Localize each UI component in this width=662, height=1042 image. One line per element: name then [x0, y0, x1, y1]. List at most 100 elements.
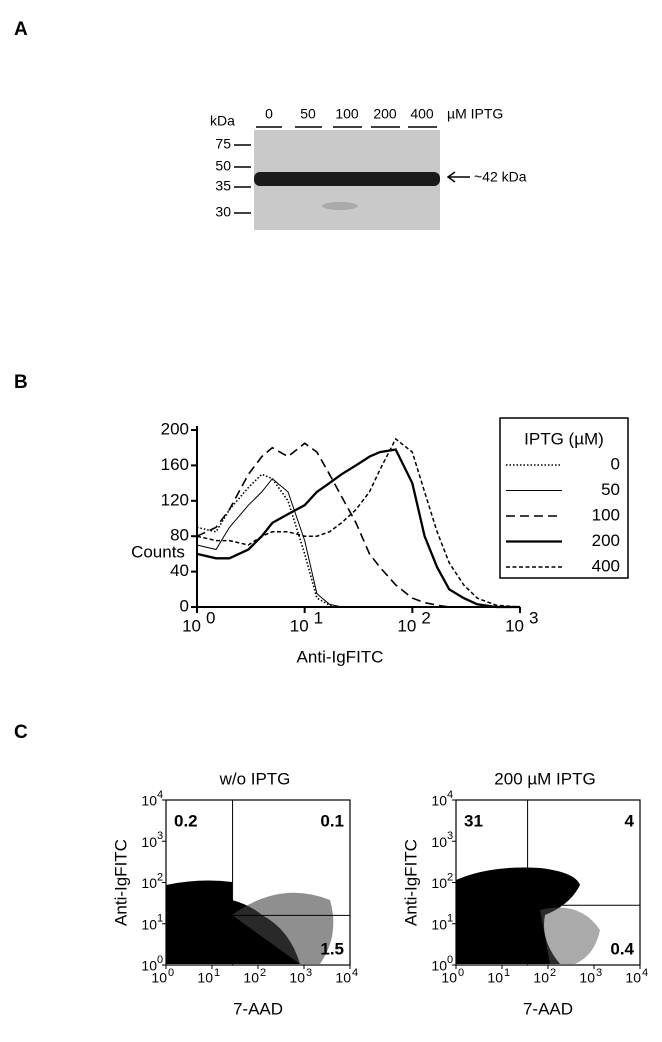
x-tick-exponent: 2	[550, 967, 556, 979]
y-tick-label: 120	[161, 490, 189, 509]
legend-label: 400	[592, 556, 620, 575]
y-tick-label: 10	[141, 875, 157, 891]
legend-title: IPTG (µM)	[524, 429, 604, 448]
x-tick-exponent: 2	[421, 608, 430, 627]
legend-label: 50	[601, 480, 620, 499]
y-tick-label: 10	[431, 793, 447, 809]
y-tick-exponent: 1	[447, 913, 453, 925]
marker-label: 50	[215, 158, 231, 174]
x-tick-label: 10	[290, 616, 309, 635]
marker-label: 75	[215, 136, 231, 152]
x-tick-label: 10	[397, 616, 416, 635]
lane-label: 0	[265, 106, 273, 122]
series-line	[196, 448, 520, 609]
y-tick-exponent: 4	[157, 789, 163, 801]
y-tick-exponent: 2	[447, 871, 453, 883]
x-tick-exponent: 3	[306, 967, 312, 979]
series-line	[196, 473, 520, 608]
x-tick-label: 10	[243, 970, 259, 986]
x-tick-exponent: 3	[529, 608, 538, 627]
quadrant-value: 0.2	[174, 811, 198, 830]
y-tick-label: 80	[170, 526, 189, 545]
y-tick-exponent: 0	[447, 954, 453, 966]
quadrant-value: 31	[464, 811, 483, 830]
x-tick-label: 10	[197, 970, 213, 986]
x-tick-label: 10	[441, 970, 457, 986]
marker-label: 30	[215, 204, 231, 220]
legend-label: 100	[592, 505, 620, 524]
density-cloud	[456, 867, 580, 964]
legend-label: 0	[611, 454, 620, 473]
x-tick-exponent: 0	[168, 967, 174, 979]
blot-band	[254, 172, 440, 186]
y-tick-label: 10	[431, 875, 447, 891]
series-line	[196, 442, 520, 608]
x-axis-label: 7-AAD	[523, 999, 573, 1018]
y-tick-label: 10	[431, 916, 447, 932]
x-tick-exponent: 4	[642, 967, 648, 979]
panel-label: B	[14, 372, 28, 393]
panel-label: A	[14, 19, 28, 40]
quadrant-value: 4	[625, 811, 635, 830]
y-tick-exponent: 3	[447, 830, 453, 842]
blot-faint-band	[322, 202, 358, 210]
quadrant-value: 0.1	[320, 811, 344, 830]
marker-label: 35	[215, 178, 231, 194]
y-tick-label: 10	[431, 834, 447, 850]
lane-label: 200	[373, 106, 397, 122]
lane-label: 100	[335, 106, 359, 122]
x-tick-label: 10	[533, 970, 549, 986]
kda-label: kDa	[210, 113, 235, 129]
x-tick-exponent: 0	[458, 967, 464, 979]
panel-label: C	[14, 722, 28, 743]
y-tick-exponent: 3	[157, 830, 163, 842]
x-tick-label: 10	[487, 970, 503, 986]
series-line	[196, 477, 520, 608]
y-tick-exponent: 2	[157, 871, 163, 883]
x-tick-label: 10	[579, 970, 595, 986]
lane-unit: µM IPTG	[447, 106, 503, 122]
plot-title: w/o IPTG	[219, 769, 291, 788]
x-tick-exponent: 1	[314, 608, 323, 627]
y-tick-label: 10	[141, 834, 157, 850]
x-tick-label: 10	[505, 616, 524, 635]
x-tick-label: 10	[335, 970, 351, 986]
y-axis-label: Counts	[131, 542, 185, 561]
x-tick-exponent: 3	[596, 967, 602, 979]
density-cloud	[232, 892, 334, 964]
x-tick-label: 10	[625, 970, 641, 986]
x-tick-exponent: 4	[352, 967, 358, 979]
quadrant-value: 0.4	[610, 939, 634, 958]
y-axis-label: Anti-IgFITC	[111, 839, 130, 926]
series-line	[196, 437, 521, 608]
y-tick-label: 160	[161, 455, 189, 474]
y-tick-label: 0	[180, 596, 189, 615]
x-axis-label: 7-AAD	[233, 999, 283, 1018]
y-tick-label: 10	[431, 958, 447, 974]
x-tick-label: 10	[151, 970, 167, 986]
y-tick-label: 40	[170, 561, 189, 580]
x-tick-label: 10	[289, 970, 305, 986]
y-tick-exponent: 4	[447, 789, 453, 801]
x-tick-exponent: 1	[214, 967, 220, 979]
density-cloud	[540, 907, 600, 964]
x-axis-label: Anti-IgFITC	[297, 647, 384, 666]
plot-title: 200 µM IPTG	[494, 769, 595, 788]
x-tick-label: 10	[182, 616, 201, 635]
quadrant-value: 1.5	[320, 939, 344, 958]
legend-label: 200	[592, 531, 620, 550]
lane-label: 50	[300, 106, 316, 122]
x-tick-exponent: 2	[260, 967, 266, 979]
y-tick-label: 10	[141, 793, 157, 809]
y-axis-label: Anti-IgFITC	[401, 839, 420, 926]
lane-label: 400	[410, 106, 434, 122]
band-label: ~42 kDa	[474, 169, 527, 185]
legend-box	[499, 417, 629, 579]
y-tick-exponent: 1	[157, 913, 163, 925]
y-tick-label: 10	[141, 958, 157, 974]
x-tick-exponent: 0	[206, 608, 215, 627]
y-tick-label: 10	[141, 916, 157, 932]
y-tick-exponent: 0	[157, 954, 163, 966]
x-tick-exponent: 1	[504, 967, 510, 979]
